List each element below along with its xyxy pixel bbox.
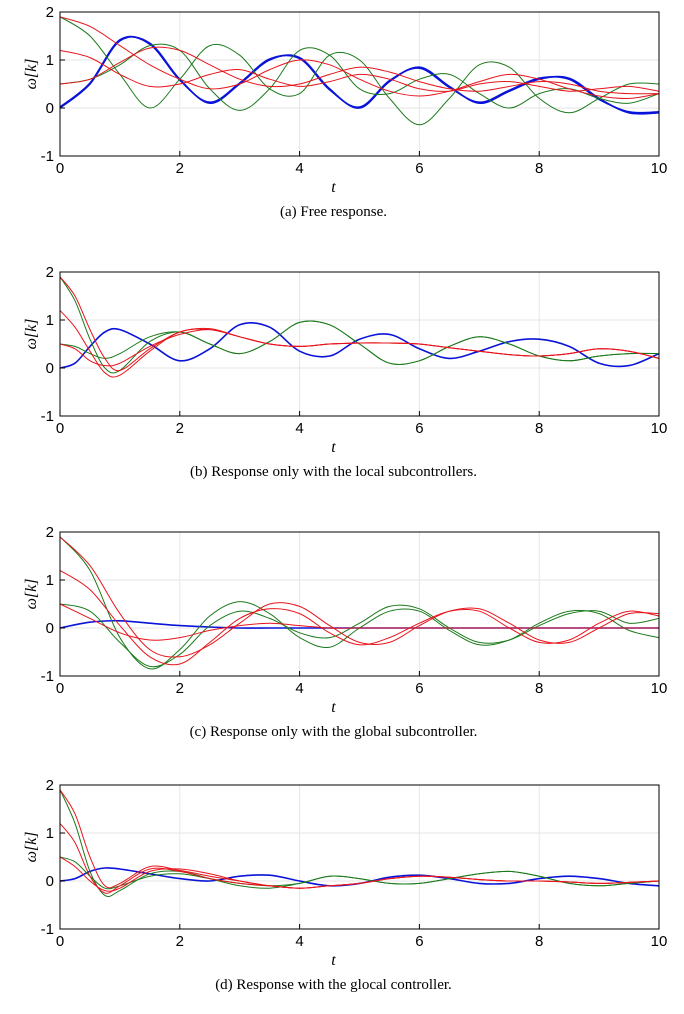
- series-line-blue: [59, 619, 659, 629]
- x-tick-label: 2: [176, 933, 184, 950]
- y-tick-label: 1: [46, 52, 54, 69]
- series-line-red: [59, 46, 660, 95]
- series-line-red: [59, 16, 660, 99]
- y-axis-label: ω[k]: [23, 59, 40, 90]
- plot-frame: [59, 11, 660, 157]
- x-axis-label: t: [331, 699, 336, 716]
- x-tick-label: 4: [295, 160, 303, 177]
- x-tick-label: 8: [535, 933, 543, 950]
- x-axis-label: t: [331, 952, 336, 969]
- x-tick-label: 6: [415, 420, 423, 437]
- y-tick-label: -1: [41, 408, 54, 425]
- x-tick-label: 2: [176, 680, 184, 697]
- y-tick-label: -1: [41, 668, 54, 685]
- y-tick-label: 0: [46, 360, 54, 377]
- x-tick-label: 4: [295, 680, 303, 697]
- y-tick-label: 1: [46, 572, 54, 589]
- series-line-green: [59, 856, 660, 890]
- x-tick-label: 6: [415, 933, 423, 950]
- y-tick-label: 1: [46, 312, 54, 329]
- plot-frame: [59, 531, 660, 677]
- y-tick-label: -1: [41, 148, 54, 165]
- x-tick-label: 4: [295, 933, 303, 950]
- y-tick-label: 0: [46, 620, 54, 637]
- x-tick-label: 6: [415, 680, 423, 697]
- figure-caption: (c) Response only with the global subcon…: [190, 724, 478, 740]
- series-line-red: [59, 536, 660, 658]
- x-tick-label: 0: [56, 160, 64, 177]
- series-line-green: [59, 276, 660, 374]
- x-tick-label: 8: [535, 160, 543, 177]
- figure-caption: (b) Response only with the local subcont…: [190, 464, 477, 480]
- x-tick-label: 8: [535, 680, 543, 697]
- series-line-green: [59, 43, 660, 111]
- x-tick-label: 6: [415, 160, 423, 177]
- x-tick-label: 10: [651, 933, 668, 950]
- x-tick-label: 0: [56, 933, 64, 950]
- y-axis-label: ω[k]: [23, 579, 40, 610]
- x-axis-label: t: [331, 439, 336, 456]
- x-tick-label: 10: [651, 680, 668, 697]
- x-tick-label: 2: [176, 160, 184, 177]
- y-tick-label: -1: [41, 921, 54, 938]
- x-tick-label: 2: [176, 420, 184, 437]
- y-tick-label: 1: [46, 825, 54, 842]
- x-tick-label: 0: [56, 680, 64, 697]
- x-tick-label: 4: [295, 420, 303, 437]
- x-tick-label: 10: [651, 420, 668, 437]
- x-tick-label: 0: [56, 420, 64, 437]
- series-line-green: [59, 603, 660, 668]
- figure-caption: (a) Free response.: [280, 204, 387, 220]
- series-line-red: [59, 856, 660, 892]
- figure-caption: (d) Response with the glocal controller.: [215, 977, 452, 993]
- y-axis-label: ω[k]: [23, 319, 40, 350]
- series-line-green: [59, 320, 660, 365]
- series-line-green: [59, 16, 660, 126]
- series-line-red: [59, 569, 660, 666]
- plot-frame: [59, 271, 660, 417]
- x-tick-label: 10: [651, 160, 668, 177]
- y-tick-label: 2: [46, 524, 54, 541]
- plot-frame: [59, 784, 660, 930]
- x-tick-label: 8: [535, 420, 543, 437]
- y-tick-label: 2: [46, 4, 54, 21]
- y-tick-label: 0: [46, 100, 54, 117]
- y-tick-label: 2: [46, 777, 54, 794]
- series-line-red: [59, 603, 659, 641]
- series-line-blue: [59, 322, 660, 369]
- y-tick-label: 2: [46, 264, 54, 281]
- series-line-red: [59, 276, 660, 372]
- series-line-red: [59, 329, 660, 367]
- y-axis-label: ω[k]: [23, 832, 40, 863]
- series-line-red: [59, 49, 660, 92]
- y-tick-label: 0: [46, 873, 54, 890]
- series-line-blue: [59, 35, 660, 114]
- x-axis-label: t: [331, 179, 336, 196]
